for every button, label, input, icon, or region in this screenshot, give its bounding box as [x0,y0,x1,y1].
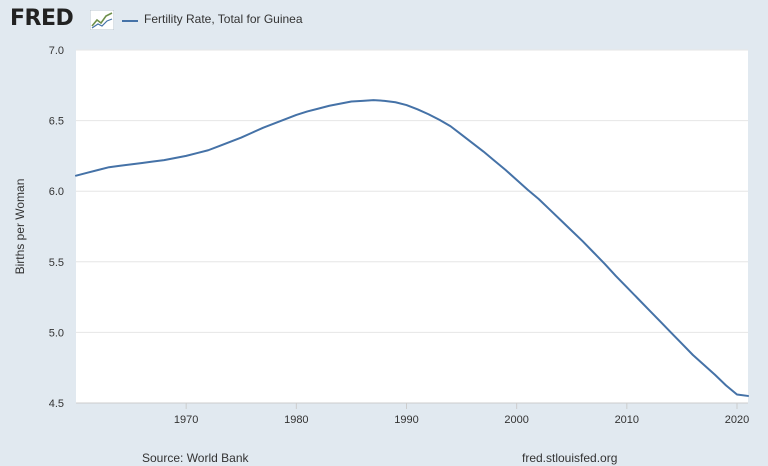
fred-logo[interactable]: FRED [10,6,74,31]
source-label: Source: World Bank [142,451,249,465]
x-tick-label: 2010 [615,414,639,426]
trend-chart-icon [90,10,114,30]
y-axis-title: Births per Woman [13,179,27,275]
site-link[interactable]: fred.stlouisfed.org [522,451,618,465]
x-axis: 1970 1980 1990 2000 2010 2020 [76,402,749,426]
x-tick-label: 2020 [725,414,749,426]
chart-header: FRED Fertility Rate, Total for Guinea [0,0,768,44]
plot-area [76,50,748,403]
y-tick-label: 7.0 [49,45,64,57]
x-tick-label: 2000 [504,414,528,426]
y-axis: 4.5 5.0 5.5 6.0 6.5 7.0 [49,45,64,410]
x-tick-label: 1980 [284,414,308,426]
y-tick-label: 5.0 [49,327,64,339]
legend-label: Fertility Rate, Total for Guinea [144,12,303,26]
series-line[interactable] [75,99,749,397]
legend-swatch [122,20,138,22]
y-tick-label: 5.5 [49,257,64,269]
y-tick-label: 6.5 [49,116,64,128]
y-tick-label: 4.5 [49,398,64,410]
x-tick-label: 1990 [394,414,418,426]
x-tick-label: 1970 [174,414,198,426]
y-tick-label: 6.0 [49,186,64,198]
